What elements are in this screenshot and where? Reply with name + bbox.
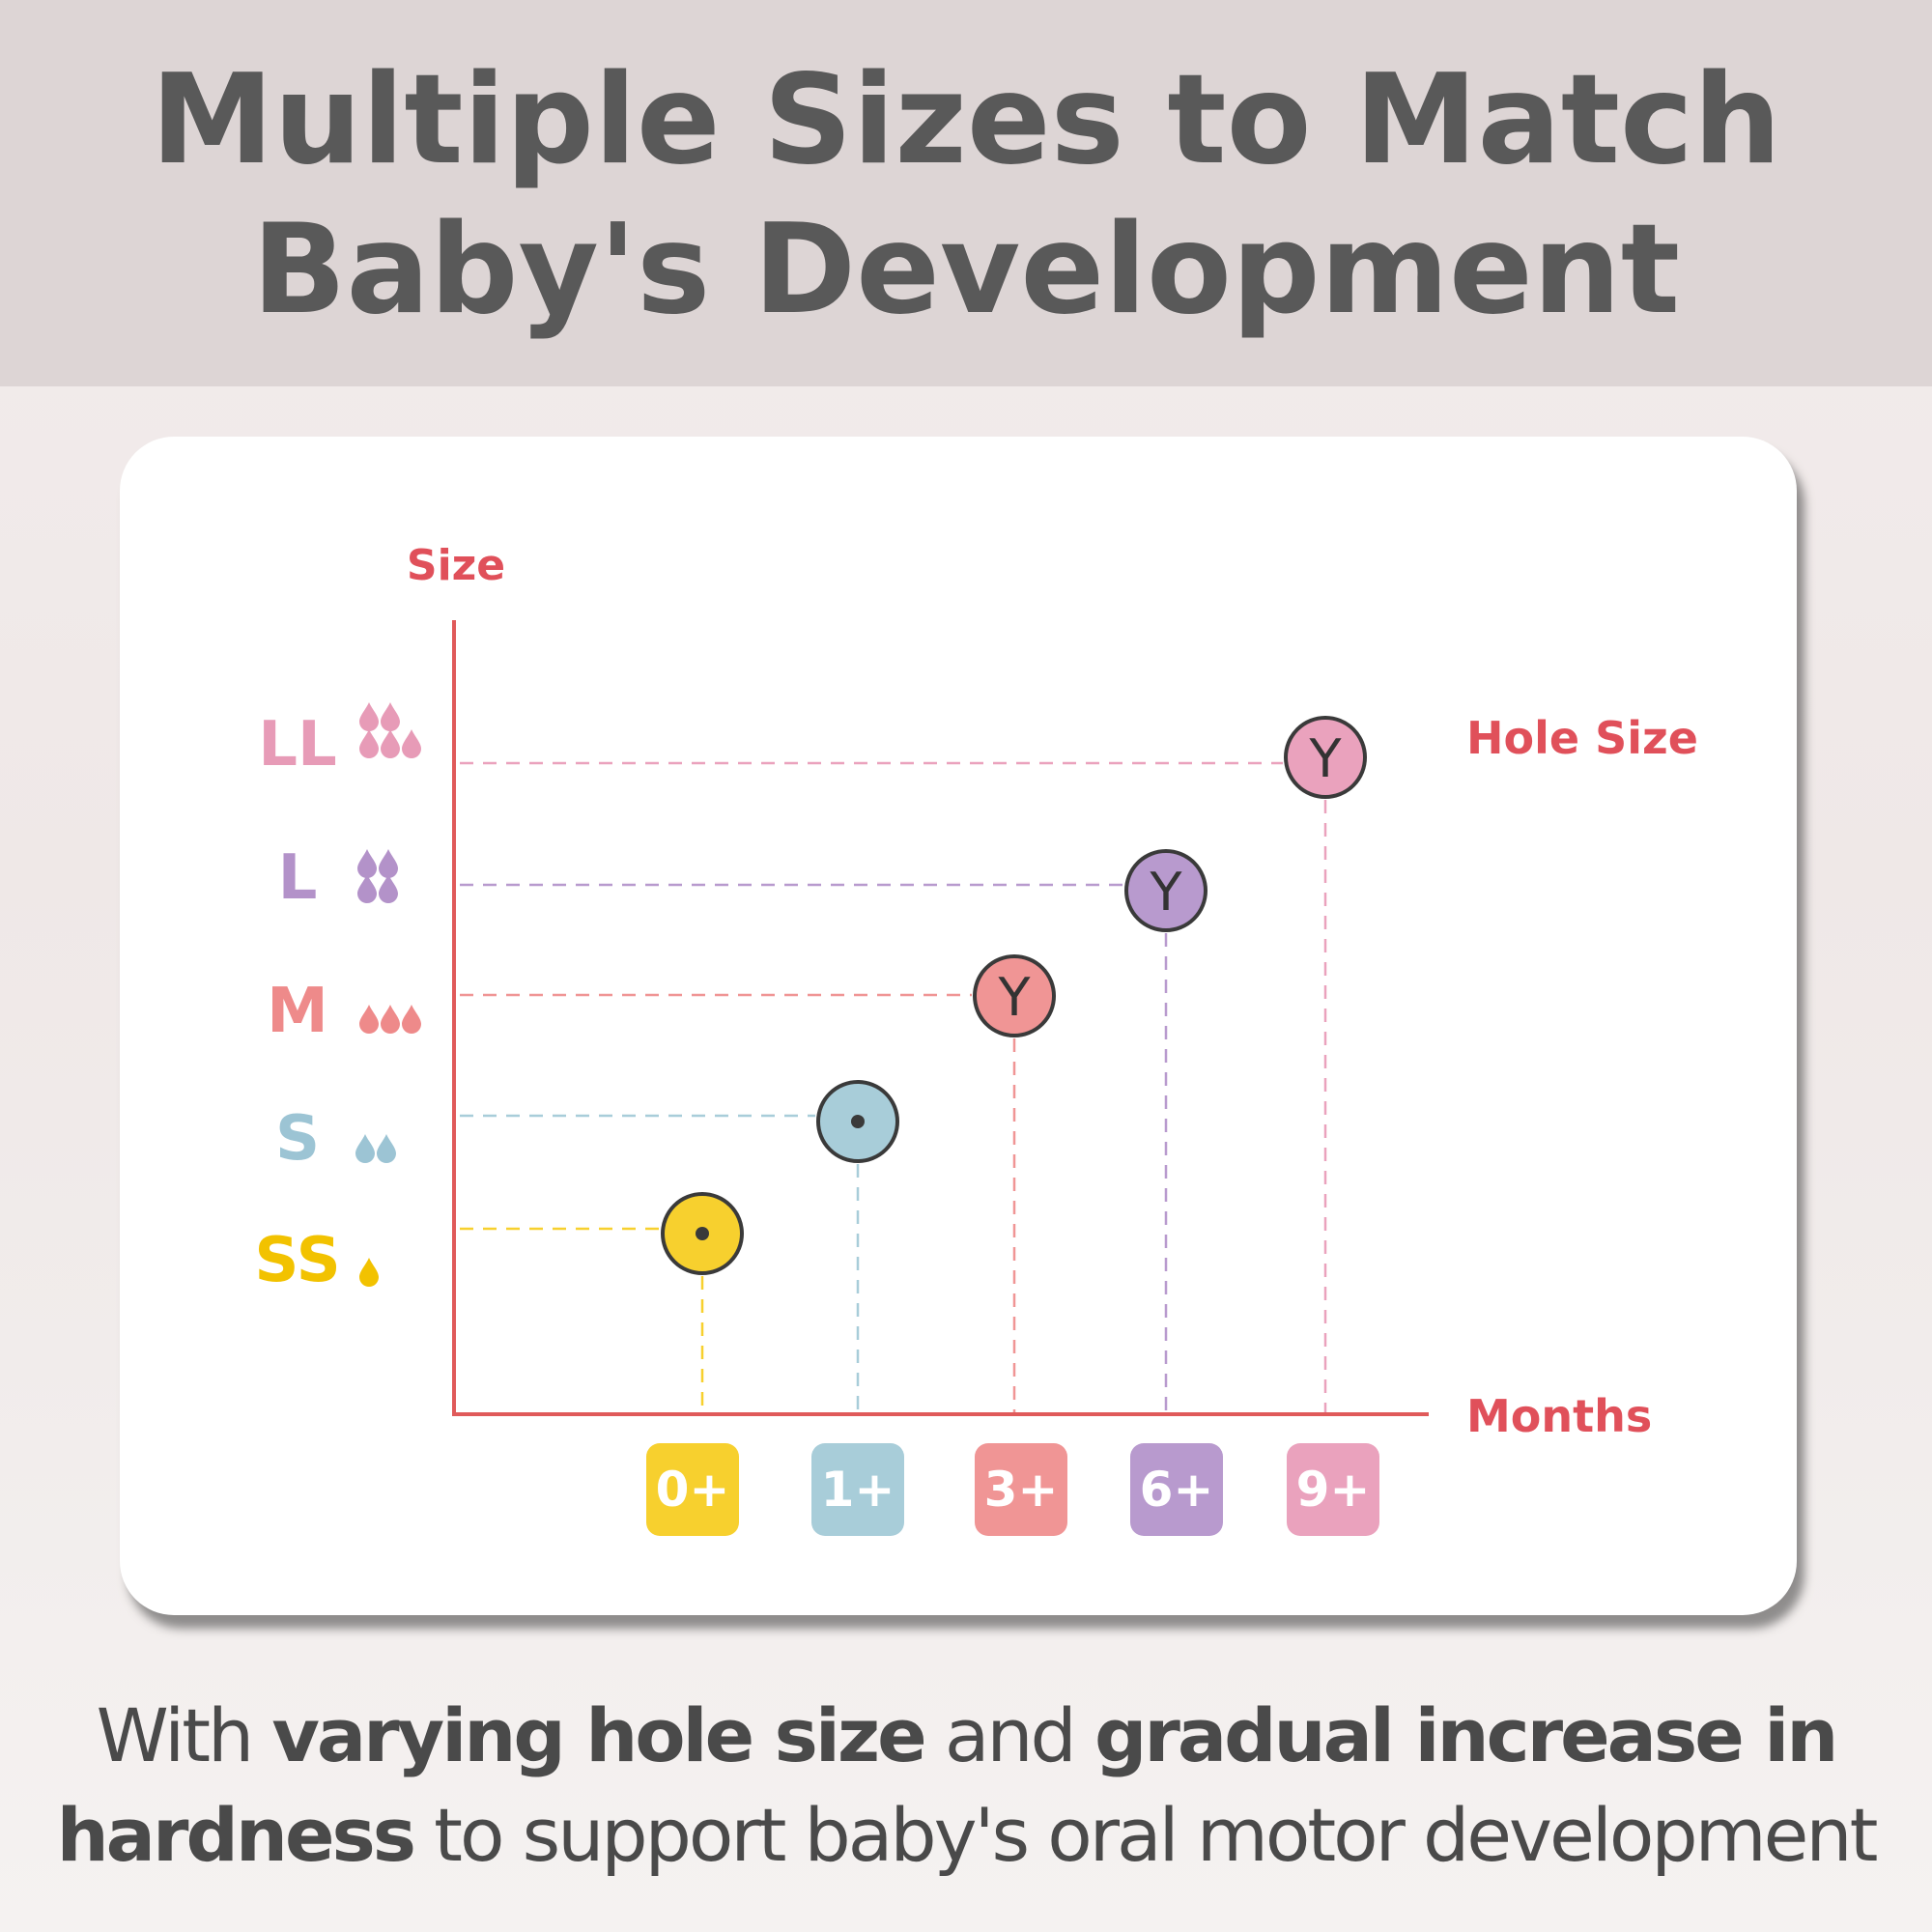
- size-label-l: L: [278, 842, 318, 914]
- caption-run: hardness: [56, 1792, 416, 1878]
- size-label-ss: SS: [254, 1225, 340, 1296]
- caption-run: to support baby's oral motor development: [412, 1792, 1878, 1878]
- chart-card: Size Months Hole Size SS 0+ S 1+ Y M 3+ Y L 6+ Y LL 9+: [120, 437, 1797, 1615]
- hole-marker-m: [973, 954, 1056, 1037]
- droplet-icon: [359, 1005, 379, 1034]
- hole-marker-l: [1124, 849, 1208, 932]
- month-badge-9+: [1287, 1443, 1379, 1536]
- droplet-icon: [381, 729, 400, 758]
- caption-run: varying hole size: [271, 1692, 926, 1778]
- droplet-icon: [359, 729, 379, 758]
- hole-dot-icon: [851, 1115, 865, 1128]
- size-label-s: S: [275, 1103, 320, 1175]
- droplet-icon: [381, 702, 400, 731]
- month-label: 3+: [984, 1462, 1059, 1518]
- caption-run: With: [96, 1692, 272, 1778]
- month-label: 1+: [821, 1462, 895, 1518]
- hole-dot-icon: [696, 1227, 709, 1240]
- caption-line-2: hardness to support baby's oral motor de…: [0, 1792, 1932, 1878]
- droplet-icon: [359, 702, 379, 731]
- droplet-icon: [402, 729, 421, 758]
- caption-line-1: With varying hole size and gradual incre…: [0, 1692, 1932, 1778]
- droplet-icon: [377, 1134, 396, 1163]
- caption-run: gradual increase in: [1094, 1692, 1838, 1778]
- hole-marker-ll: [1284, 716, 1367, 799]
- hole-y-cut-icon: Y: [1150, 862, 1183, 923]
- month-badge-0+: [646, 1443, 739, 1536]
- size-label-m: M: [267, 976, 328, 1047]
- droplet-icon: [381, 1005, 400, 1034]
- month-badge-3+: [975, 1443, 1067, 1536]
- hole-size-annotation: Hole Size: [1466, 712, 1698, 764]
- month-badge-1+: [811, 1443, 904, 1536]
- size-by-months-chart: Size Months Hole Size SS 0+ S 1+ Y M 3+ Y L 6+ Y LL 9+: [254, 541, 1698, 1536]
- header-banner: Multiple Sizes to Match Baby's Developme…: [0, 0, 1932, 386]
- month-label: 9+: [1296, 1462, 1371, 1518]
- hole-y-cut-icon: Y: [998, 967, 1032, 1028]
- page-title-line-2: Baby's Development: [251, 198, 1681, 342]
- y-axis-label: Size: [407, 541, 505, 590]
- caption-run: and: [923, 1692, 1094, 1778]
- hole-y-cut-icon: Y: [1309, 728, 1343, 789]
- droplet-icon: [402, 1005, 421, 1034]
- droplet-icon: [379, 849, 398, 878]
- month-label: 0+: [656, 1462, 730, 1518]
- x-axis-label: Months: [1466, 1390, 1652, 1442]
- droplet-icon: [359, 1258, 379, 1287]
- size-label-ll: LL: [258, 709, 337, 781]
- droplet-icon: [357, 874, 377, 903]
- droplet-icon: [355, 1134, 375, 1163]
- droplet-icon: [357, 849, 377, 878]
- month-label: 6+: [1140, 1462, 1214, 1518]
- month-badge-6+: [1130, 1443, 1223, 1536]
- page-title-line-1: Multiple Sizes to Match: [150, 48, 1782, 192]
- droplet-icon: [379, 874, 398, 903]
